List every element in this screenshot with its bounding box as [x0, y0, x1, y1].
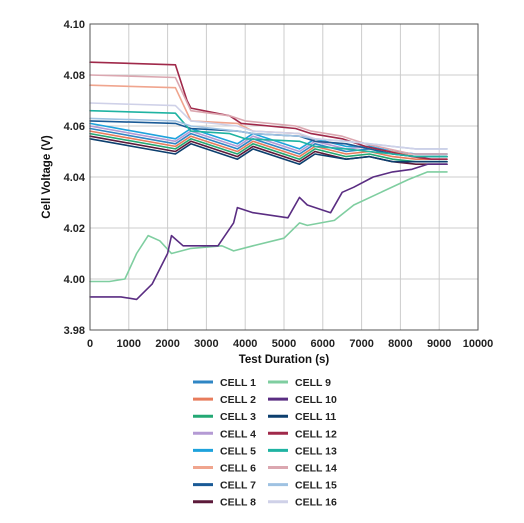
series-line-9	[89, 171, 448, 283]
x-tick-label: 5000	[272, 338, 296, 350]
y-tick-label: 4.06	[64, 121, 85, 133]
y-tick-label: 4.02	[64, 223, 85, 235]
series-line-16	[89, 102, 448, 150]
series-line-11	[89, 138, 448, 165]
series-layer	[89, 61, 448, 301]
series-line-3	[89, 132, 448, 163]
series-line-13	[89, 109, 448, 158]
x-axis-ticks: 0 1000 2000 3000 4000 5000 6000 7000 8000 9000 100…	[87, 338, 493, 350]
legend-label-9: CELL 9	[295, 377, 331, 389]
x-tick-label: 0	[87, 338, 93, 350]
x-tick-label: 6000	[311, 338, 335, 350]
y-tick-label: 4.08	[64, 70, 85, 82]
series-line-10	[89, 163, 448, 301]
legend-label-15: CELL 15	[295, 480, 337, 492]
x-tick-label: 1000	[117, 338, 141, 350]
series-line-2	[89, 130, 448, 160]
legend-label-6: CELL 6	[220, 463, 256, 475]
legend-label-2: CELL 2	[220, 394, 256, 406]
y-tick-label: 4.04	[64, 172, 86, 184]
legend-label-14: CELL 14	[295, 463, 337, 475]
x-tick-label: 8000	[388, 338, 412, 350]
legend-label-16: CELL 16	[295, 497, 337, 509]
x-tick-label: 9000	[427, 338, 451, 350]
x-tick-label: 10000	[463, 338, 494, 350]
legend-label-12: CELL 12	[295, 428, 337, 440]
y-tick-label: 4.10	[64, 19, 85, 31]
legend-label-11: CELL 11	[295, 411, 336, 423]
x-tick-label: 4000	[233, 338, 257, 350]
legend-label-13: CELL 13	[295, 445, 337, 457]
x-tick-label: 2000	[155, 338, 179, 350]
legend-label-5: CELL 5	[220, 445, 256, 457]
legend-label-7: CELL 7	[220, 480, 256, 492]
legend-label-8: CELL 8	[220, 497, 256, 509]
legend-label-3: CELL 3	[220, 411, 256, 423]
legend-label-10: CELL 10	[295, 394, 337, 406]
legend-label-1: CELL 1	[220, 377, 256, 389]
y-tick-label: 3.98	[64, 325, 85, 337]
x-tick-label: 7000	[349, 338, 373, 350]
x-axis-title: Test Duration (s)	[239, 354, 330, 366]
y-axis-ticks: 3.98 4.00 4.02 4.04 4.06 4.08 4.10	[64, 19, 86, 337]
x-tick-label: 3000	[194, 338, 218, 350]
plot-frame	[89, 23, 479, 331]
y-axis-title: Cell Voltage (V)	[41, 135, 53, 219]
grid	[90, 24, 478, 330]
y-tick-label: 4.00	[64, 274, 85, 286]
legend: CELL 1 CELL 2 CELL 3 CELL 4 CELL 5 CELL 6 CELL…	[193, 377, 337, 509]
series-line-14	[89, 74, 448, 155]
legend-label-4: CELL 4	[220, 428, 256, 440]
